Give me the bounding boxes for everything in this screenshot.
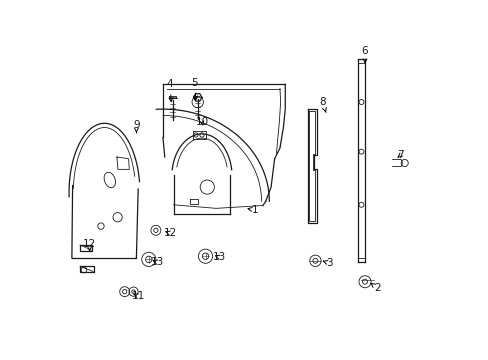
Text: 8: 8 bbox=[319, 97, 325, 112]
Text: 9: 9 bbox=[133, 120, 140, 133]
Text: 7: 7 bbox=[396, 150, 403, 160]
Text: 1: 1 bbox=[247, 205, 258, 215]
Text: 5: 5 bbox=[191, 77, 198, 100]
Text: 2: 2 bbox=[370, 283, 380, 293]
Text: 6: 6 bbox=[361, 46, 367, 63]
Text: 3: 3 bbox=[323, 258, 332, 268]
Text: 13: 13 bbox=[213, 252, 226, 262]
Text: 12: 12 bbox=[83, 239, 96, 252]
Text: 11: 11 bbox=[131, 291, 144, 301]
Text: 10: 10 bbox=[195, 117, 208, 126]
Text: 12: 12 bbox=[163, 228, 176, 238]
Text: 4: 4 bbox=[166, 79, 173, 102]
Text: 13: 13 bbox=[151, 257, 164, 267]
